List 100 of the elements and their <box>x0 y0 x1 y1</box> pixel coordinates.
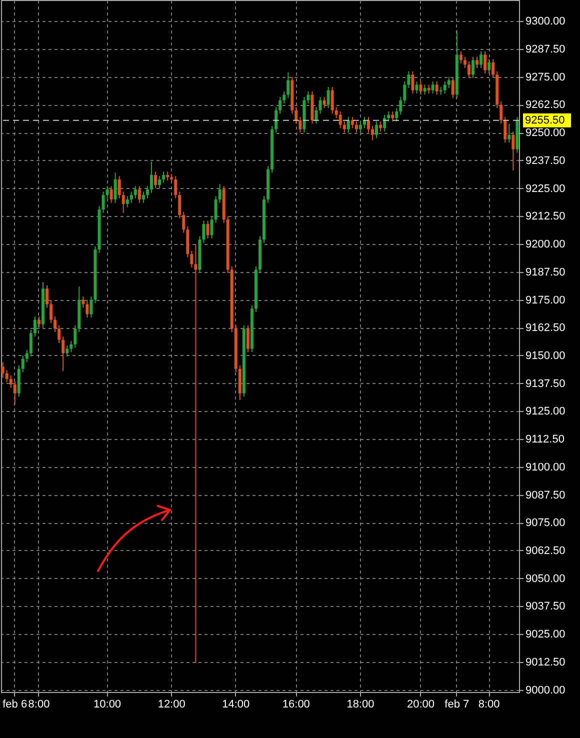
candlestick <box>512 130 515 171</box>
candlestick <box>62 336 65 372</box>
candlestick <box>508 123 511 144</box>
y-tick-label: 9200.00 <box>526 238 566 251</box>
y-tick-label: 9175.00 <box>526 294 566 306</box>
candlestick <box>190 250 194 268</box>
candlestick <box>58 324 61 344</box>
candlestick <box>110 186 113 204</box>
candlestick <box>411 70 414 94</box>
candlestick <box>318 96 322 114</box>
candlestick <box>142 191 145 204</box>
candlestick <box>354 120 358 134</box>
candlestick <box>500 100 503 124</box>
candlestick <box>367 116 370 134</box>
candlestick <box>74 324 77 348</box>
x-tick-label: 20:00 <box>406 698 435 710</box>
candlestick <box>21 354 24 373</box>
candlestick <box>395 108 398 122</box>
candlestick <box>174 176 178 199</box>
candlestick <box>118 176 121 199</box>
y-tick-label: 9087.50 <box>526 489 566 502</box>
candlestick <box>338 110 342 129</box>
y-tick-label: 9075.00 <box>526 517 566 530</box>
candlestick <box>342 120 346 134</box>
candlestick <box>476 56 479 68</box>
candlestick <box>70 340 73 353</box>
y-tick-label: 9150.00 <box>526 350 566 362</box>
candlestick <box>419 80 422 96</box>
candlestick <box>407 70 410 89</box>
candlestick <box>443 80 446 94</box>
y-tick-label: 9025.00 <box>526 628 566 641</box>
candlestick <box>246 324 250 353</box>
candlestick <box>282 90 286 104</box>
candlestick <box>387 110 390 122</box>
candlestick <box>362 116 366 129</box>
y-tick-label: 9050.00 <box>526 572 566 585</box>
y-tick-label: 9287.50 <box>526 44 566 56</box>
candlestick <box>182 211 186 234</box>
candlestick <box>471 56 474 79</box>
candlestick <box>66 344 69 358</box>
candlestick <box>29 329 32 358</box>
candlestick <box>383 114 386 132</box>
candlestick <box>391 110 394 122</box>
candlestick <box>46 284 49 308</box>
ref-line-label: 9255.50 <box>525 114 565 126</box>
candlestick <box>314 106 318 124</box>
candlestick <box>102 191 105 214</box>
candlestick <box>346 116 350 134</box>
y-tick-label: 9187.50 <box>526 266 566 278</box>
candlestick <box>25 349 28 363</box>
candlestick <box>210 216 214 239</box>
x-tick-label: feb 6 <box>2 698 28 710</box>
candlestick <box>306 90 310 104</box>
x-tick-label: 14:00 <box>222 698 250 710</box>
candlestick <box>350 116 354 129</box>
candlestick <box>423 84 426 96</box>
candlestick <box>326 86 330 109</box>
candlestick <box>447 76 450 89</box>
x-tick-label: feb 7 <box>444 698 470 710</box>
candlestick <box>214 196 218 224</box>
candlestick <box>206 220 210 239</box>
y-tick-label: 9275.00 <box>526 71 566 84</box>
candlestick <box>463 56 466 68</box>
x-tick-label: 10:00 <box>94 698 122 710</box>
candlestick <box>162 171 166 184</box>
y-tick-label: 9237.50 <box>526 154 566 167</box>
candlestick <box>399 96 402 116</box>
candlestick <box>158 176 162 189</box>
candlestick <box>90 296 93 318</box>
y-tick-label: 9125.00 <box>526 406 566 418</box>
candlestick <box>322 96 326 109</box>
candlestick <box>138 186 141 204</box>
candlestick <box>178 191 182 219</box>
candlestick <box>13 380 16 405</box>
candlestick <box>459 50 462 64</box>
candlestick <box>218 183 222 204</box>
candlestick <box>154 171 158 189</box>
candlestick <box>126 196 129 208</box>
candlestick <box>467 60 470 79</box>
candlestick <box>114 172 117 204</box>
candlestick <box>274 106 278 134</box>
candlestick <box>298 116 302 134</box>
candlestick <box>379 120 382 132</box>
candlestick <box>122 191 125 214</box>
y-tick-label: 9012.50 <box>526 656 566 668</box>
candlestick <box>202 220 206 244</box>
candlestick <box>294 106 298 124</box>
y-tick-label: 9000.00 <box>526 684 566 696</box>
candlestick <box>435 80 438 96</box>
candlestick <box>484 50 487 74</box>
candlestick <box>358 120 362 134</box>
y-tick-label: 9100.00 <box>526 461 566 474</box>
y-tick-label: 9037.50 <box>526 600 566 613</box>
candlestick <box>106 186 109 199</box>
y-tick-label: 9262.50 <box>526 99 566 112</box>
candlestick <box>480 50 483 68</box>
y-tick-label: 9062.50 <box>526 544 566 557</box>
x-tick-label: 18:00 <box>346 698 374 710</box>
candlestick <box>278 96 282 114</box>
candlestick <box>375 120 378 139</box>
